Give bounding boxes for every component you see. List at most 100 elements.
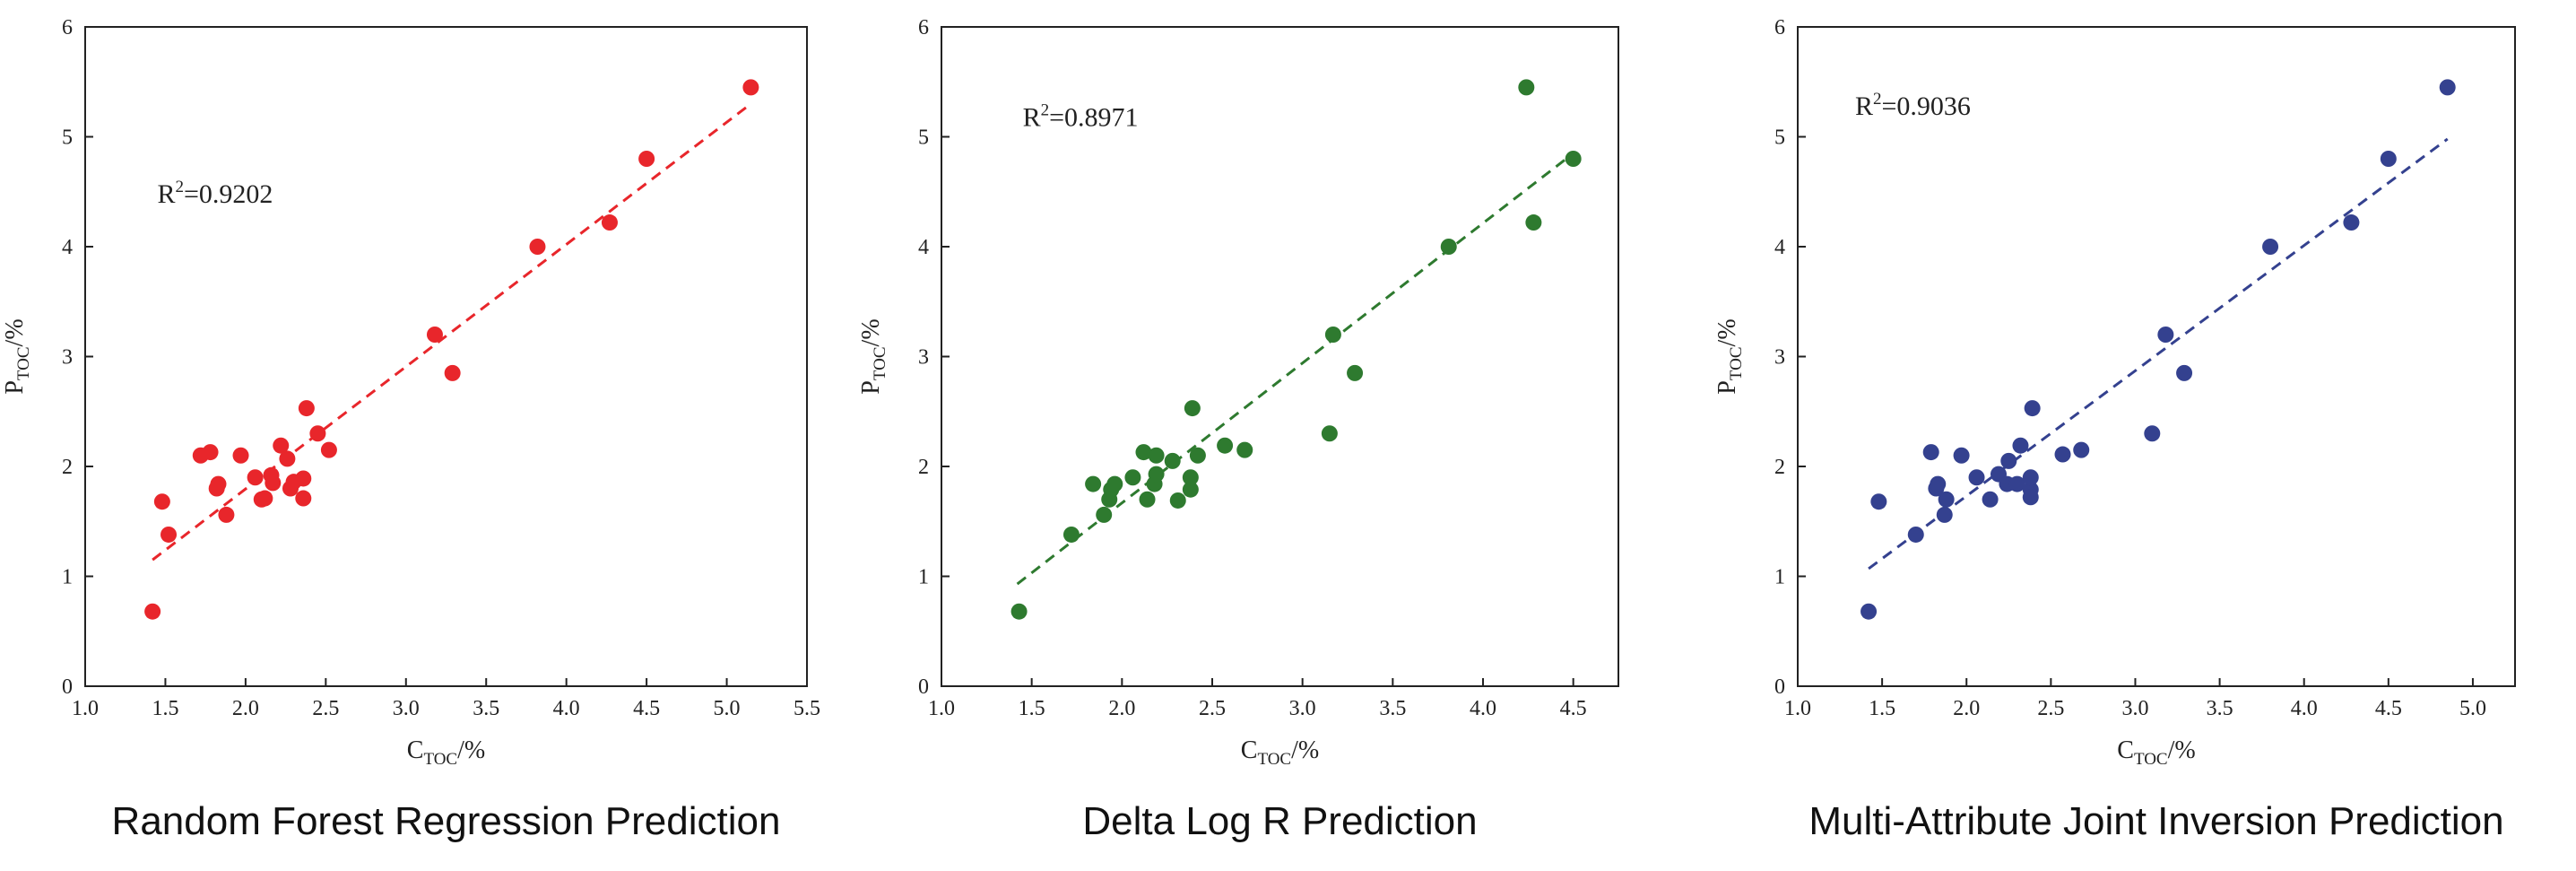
y-axis-label: PTOC/%: [1, 318, 33, 394]
x-tick-label: 1.5: [1869, 697, 1895, 720]
x-tick-label: 3.0: [393, 697, 420, 720]
data-point: [1525, 214, 1542, 231]
x-tick-label: 5.5: [794, 697, 820, 720]
x-tick-label: 5.0: [2459, 697, 2486, 720]
data-point: [1324, 327, 1341, 343]
data-point: [2380, 151, 2397, 167]
data-point: [2073, 441, 2090, 458]
y-tick-label: 5: [62, 126, 73, 150]
data-point: [309, 425, 326, 442]
y-tick-label: 0: [918, 675, 929, 699]
x-axis-label-main: C: [1241, 736, 1258, 764]
data-point: [1860, 603, 1878, 620]
data-point: [1182, 481, 1199, 498]
y-tick-label: 1: [918, 566, 929, 589]
data-point: [210, 475, 227, 492]
r-squared-label: R: [1855, 91, 1873, 121]
y-tick-label: 1: [1774, 566, 1785, 589]
data-point: [320, 441, 337, 458]
x-tick-label: 1.5: [152, 697, 178, 720]
data-point: [1930, 475, 1947, 492]
data-point: [1236, 441, 1253, 458]
x-tick-label: 3.0: [2121, 697, 2148, 720]
data-point: [2144, 425, 2161, 442]
r-squared-label: R: [158, 179, 176, 209]
x-tick-label: 2.5: [1199, 697, 1226, 720]
data-point: [1938, 491, 1955, 508]
plot-frame: [941, 26, 1619, 687]
data-point: [1062, 526, 1080, 543]
r-squared-value: =0.9036: [1882, 91, 1971, 121]
y-tick-label: 5: [1774, 126, 1785, 150]
x-tick-label: 1.0: [1784, 697, 1811, 720]
data-point: [1347, 364, 1364, 381]
y-axis-label-sub: TOC: [14, 346, 33, 380]
x-tick-label: 1.0: [928, 697, 955, 720]
data-point: [444, 364, 461, 381]
data-point: [218, 506, 235, 523]
data-point: [601, 214, 618, 231]
data-point: [1124, 469, 1141, 486]
data-point: [1096, 506, 1113, 523]
y-tick-label: 0: [1774, 675, 1785, 699]
y-tick-label: 4: [1774, 236, 1785, 259]
x-axis-label-main: C: [2117, 736, 2134, 764]
x-axis-label: CTOC/%: [407, 736, 485, 769]
data-point: [1518, 79, 1535, 96]
data-point: [1321, 425, 1338, 442]
data-point: [2262, 239, 2279, 255]
trend-line: [152, 102, 752, 562]
data-point: [273, 437, 290, 454]
r-squared-annotation: R2=0.8971: [1023, 100, 1139, 132]
data-point: [2024, 400, 2041, 417]
x-axis-label-sub: TOC: [423, 750, 457, 769]
data-point: [247, 469, 264, 486]
x-tick-label: 3.5: [473, 697, 499, 720]
data-point: [232, 447, 249, 464]
y-axis-label-main: P: [1, 380, 29, 395]
data-point: [1968, 469, 1985, 486]
x-tick-label: 2.0: [1108, 697, 1135, 720]
chart-panel-1: 1.0 1.5 2.0 2.5 3.0 3.5 4.0 4.5 5.0 5.50123456CTO…: [1, 16, 820, 843]
data-point: [1169, 492, 1186, 509]
x-tick-label: 3.5: [2207, 697, 2233, 720]
y-axis-label-tail: /%: [1, 318, 29, 346]
data-point: [742, 79, 759, 96]
y-axis-label: PTOC/%: [857, 318, 889, 394]
data-point: [256, 490, 273, 507]
data-point: [1164, 452, 1181, 469]
x-axis-label-tail: /%: [457, 736, 485, 764]
chart-panel-2: 1.0 1.5 2.0 2.5 3.0 3.5 4.0 4.50123456CTOC/%PTO…: [857, 16, 1619, 843]
data-point: [1182, 469, 1199, 486]
data-point: [529, 239, 546, 255]
data-point: [153, 493, 170, 510]
chart-caption: Delta Log R Prediction: [1082, 799, 1477, 843]
x-tick-label: 2.0: [232, 697, 259, 720]
data-point: [1907, 526, 1924, 543]
x-tick-label: 4.0: [2291, 697, 2318, 720]
y-axis-label-sub: TOC: [1727, 346, 1746, 380]
r-squared-annotation: R2=0.9036: [1855, 90, 1971, 121]
data-point: [2022, 489, 2039, 506]
r-squared-value: =0.9202: [184, 179, 273, 209]
x-tick-label: 4.5: [1560, 697, 1587, 720]
data-point: [1870, 493, 1887, 510]
r-squared-superscript: 2: [1873, 90, 1882, 109]
data-point: [2000, 452, 2017, 469]
y-tick-label: 2: [1774, 456, 1785, 479]
x-axis-label-sub: TOC: [2134, 750, 2168, 769]
x-axis-label: CTOC/%: [2117, 736, 2195, 769]
x-tick-label: 5.0: [714, 697, 741, 720]
chart-caption: Multi-Attribute Joint Inversion Predicti…: [1808, 799, 2503, 843]
data-point: [426, 327, 443, 343]
data-point: [202, 444, 219, 461]
data-point: [2022, 469, 2039, 486]
data-point: [1106, 475, 1123, 492]
data-point: [1189, 447, 1206, 464]
y-tick-label: 3: [1774, 346, 1785, 370]
y-tick-label: 6: [1774, 16, 1785, 39]
data-point: [2008, 475, 2025, 492]
data-point: [1010, 603, 1028, 620]
x-tick-label: 1.5: [1019, 697, 1045, 720]
